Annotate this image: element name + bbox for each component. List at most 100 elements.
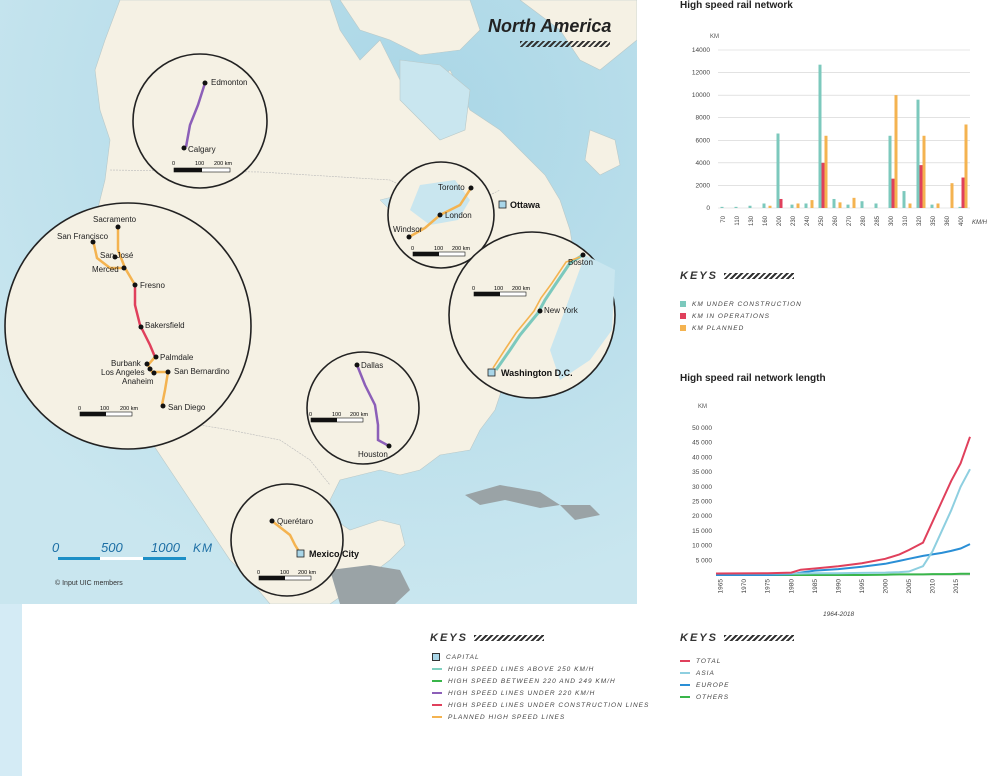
legend-label: HIGH SPEED BETWEEN 220 AND 249 KM/H — [448, 677, 616, 685]
legend-label: KM PLANNED — [692, 324, 745, 332]
bar — [776, 133, 780, 208]
bar — [874, 203, 878, 208]
map-keys-heading: KEYS — [430, 632, 544, 644]
x-tick-label: 1975 — [765, 579, 772, 594]
legend-swatch — [432, 692, 442, 694]
scale-label: 100 — [332, 412, 341, 418]
bar — [930, 204, 934, 208]
city-label: San Bernardino — [174, 367, 230, 376]
x-tick-label: 320 — [917, 215, 923, 226]
line-legend-item: TOTAL — [680, 655, 729, 667]
y-tick-label: 6000 — [696, 137, 711, 144]
bar — [804, 203, 808, 208]
x-tick-label: 400 — [959, 215, 965, 226]
legend-swatch — [432, 716, 442, 718]
x-tick-label: 160 — [763, 215, 769, 226]
bar — [846, 204, 850, 208]
bar — [821, 162, 825, 208]
scale-label: 200 km — [452, 246, 470, 252]
x-tick-label: 230 — [791, 215, 797, 226]
line-legend-item: OTHERS — [680, 691, 729, 703]
city-label: Toronto — [438, 183, 465, 192]
keys-hatch — [723, 273, 794, 280]
x-tick-label: 280 — [861, 215, 867, 226]
legend-swatch — [680, 672, 690, 674]
series-line — [715, 436, 971, 575]
y-tick-label: 15 000 — [692, 528, 712, 535]
y-tick-label: 5 000 — [696, 557, 713, 564]
scale-label: 200 km — [298, 570, 316, 576]
x-tick-label: 1985 — [812, 579, 819, 594]
legend-label: CAPITAL — [446, 653, 480, 661]
scale-label: 0 — [472, 286, 475, 292]
land-newfoundland — [584, 129, 621, 176]
y-tick-label: 45 000 — [692, 440, 712, 447]
bar — [796, 203, 800, 208]
bar-chart: KM 0 2000 4000 6000 8000 10000 12000 14000 70 110 1… — [692, 34, 988, 226]
city-label: Sacramento — [93, 215, 137, 224]
x-tick-label: 110 — [735, 215, 741, 225]
city-dot — [202, 80, 208, 86]
y-tick-label: 30 000 — [692, 484, 712, 491]
y-tick-label: 40 000 — [692, 454, 712, 461]
city-dot — [181, 145, 187, 151]
capital-label-mexico-city: Mexico City — [309, 549, 359, 559]
bar-legend-item: KM PLANNED — [680, 322, 802, 334]
x-tick-label: 285 — [875, 215, 881, 226]
bar — [891, 178, 895, 208]
bar — [768, 205, 772, 208]
y-tick-label: 14000 — [692, 47, 710, 54]
bar — [832, 198, 836, 208]
main-scale-bar: 0 500 1000 KM — [52, 540, 213, 560]
bar — [919, 165, 923, 208]
city-label: Merced — [92, 265, 119, 274]
route-queretaro-mexico-city — [271, 520, 302, 554]
bar — [961, 177, 965, 208]
y-tick-label: 10000 — [692, 92, 710, 99]
x-tick-label: 260 — [833, 215, 839, 226]
inset-alberta: Edmonton Calgary 0 100 200 km — [132, 53, 268, 189]
series-line — [716, 543, 971, 576]
line-chart-title: High speed rail network length — [680, 373, 826, 384]
y-tick-label: 8000 — [696, 115, 711, 122]
scale-label: 0 — [411, 246, 414, 252]
city-label: Houston — [358, 450, 388, 459]
legend-label: HIGH SPEED LINES UNDER 220 KM/H — [448, 689, 596, 697]
border-us-mexico — [169, 419, 331, 486]
x-tick-label: 130 — [749, 215, 755, 226]
legend-label: ASIA — [696, 669, 715, 677]
x-tick-label: 200 — [777, 215, 783, 226]
map-legend-item: PLANNED HIGH SPEED LINES — [432, 711, 649, 723]
scale-unit: KM — [193, 541, 213, 555]
scale-label: 100 — [195, 161, 204, 167]
scale-label: 0 — [172, 161, 175, 167]
city-label: Anaheim — [122, 377, 154, 386]
keys-hatch — [473, 635, 544, 642]
legend-swatch — [680, 660, 690, 662]
bar — [762, 203, 766, 208]
city-label: Boston — [568, 258, 593, 267]
city-label: Edmonton — [211, 78, 247, 87]
city-label: Querétaro — [277, 517, 314, 526]
series-line — [716, 572, 970, 576]
bar — [734, 206, 738, 208]
capital-label-ottawa: Ottawa — [510, 200, 541, 210]
inset-california: Sacramento San Francisco San José Merced… — [4, 202, 252, 450]
legend-swatch — [680, 325, 686, 331]
x-tick-label: 1970 — [741, 579, 748, 594]
route-edmonton-calgary — [184, 82, 207, 148]
land-central-america — [330, 565, 410, 604]
inset-lake — [410, 180, 470, 225]
city-label: Windsor — [393, 225, 423, 234]
x-tick-label: 1995 — [859, 579, 866, 594]
bar — [936, 203, 940, 208]
bar — [838, 202, 842, 208]
scale-label: 100 — [434, 246, 443, 252]
city-label: Dallas — [361, 361, 383, 370]
map-title: North America — [488, 16, 612, 36]
line-legend-item: ASIA — [680, 667, 729, 679]
inset-northeast: Boston New York 0 100 200 km Washington … — [448, 231, 616, 399]
map-legend-item: HIGH SPEED LINES ABOVE 250 KM/H — [432, 663, 649, 675]
legend-label: KM IN OPERATIONS — [692, 312, 770, 320]
city-label: Fresno — [140, 281, 165, 290]
